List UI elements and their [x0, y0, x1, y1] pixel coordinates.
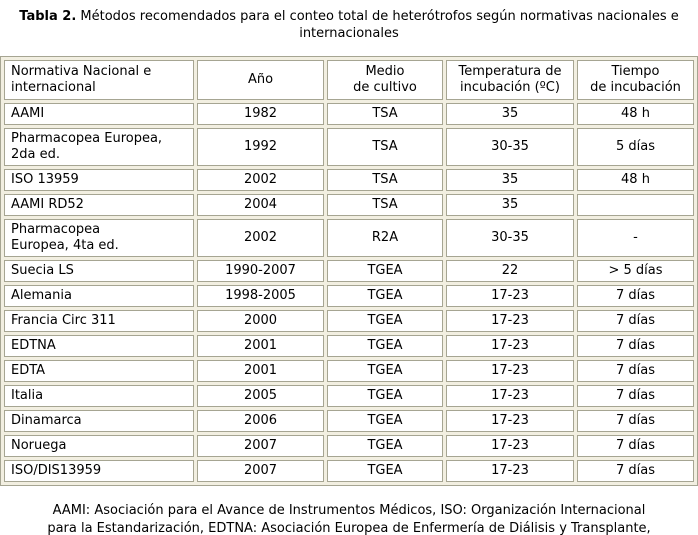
column-header-tiempo: Tiempo de incubación — [577, 60, 694, 100]
table-cell: 7 días — [577, 310, 694, 332]
table-cell: Pharmacopea Europea, 4ta ed. — [4, 219, 194, 257]
table-cell: 22 — [446, 260, 574, 282]
table-cell: 2001 — [197, 335, 324, 357]
table-cell: 17-23 — [446, 285, 574, 307]
table-cell: 2001 — [197, 360, 324, 382]
table-row: AAMI 1982 TSA 35 48 h — [4, 103, 694, 125]
table-cell: 30-35 — [446, 128, 574, 166]
table-cell: 7 días — [577, 460, 694, 482]
table-cell: 35 — [446, 103, 574, 125]
table-cell: TSA — [327, 194, 443, 216]
table-cell: 17-23 — [446, 310, 574, 332]
table-row: AAMI RD52 2004 TSA 35 — [4, 194, 694, 216]
table-cell: 2007 — [197, 435, 324, 457]
table-cell: Suecia LS — [4, 260, 194, 282]
table-cell — [577, 194, 694, 216]
table-cell: Pharmacopea Europea, 2da ed. — [4, 128, 194, 166]
table-cell: 5 días — [577, 128, 694, 166]
header-row: Normativa Nacional e internacional Año M… — [4, 60, 694, 100]
table-cell: R2A — [327, 219, 443, 257]
table-cell: 7 días — [577, 385, 694, 407]
table-row: Italia 2005 TGEA 17-23 7 días — [4, 385, 694, 407]
table-cell: 48 h — [577, 103, 694, 125]
table-cell: 2004 — [197, 194, 324, 216]
table-cell: 1998-2005 — [197, 285, 324, 307]
table-cell: - — [577, 219, 694, 257]
methods-table: Normativa Nacional e internacional Año M… — [0, 56, 698, 486]
table-caption-text: Métodos recomendados para el conteo tota… — [76, 9, 679, 41]
table-row: ISO/DIS13959 2007 TGEA 17-23 7 días — [4, 460, 694, 482]
table-row: ISO 13959 2002 TSA 35 48 h — [4, 169, 694, 191]
table-cell: > 5 días — [577, 260, 694, 282]
table-row: Suecia LS 1990-2007 TGEA 22 > 5 días — [4, 260, 694, 282]
table-cell: ISO/DIS13959 — [4, 460, 194, 482]
table-cell: 35 — [446, 169, 574, 191]
table-cell: 7 días — [577, 335, 694, 357]
table-cell: 1990-2007 — [197, 260, 324, 282]
table-row: Alemania 1998-2005 TGEA 17-23 7 días — [4, 285, 694, 307]
table-cell: 2005 — [197, 385, 324, 407]
table-body: AAMI 1982 TSA 35 48 h Pharmacopea Europea, 2d… — [4, 103, 694, 482]
table-cell: TGEA — [327, 310, 443, 332]
table-cell: 2000 — [197, 310, 324, 332]
table-caption: Tabla 2. Métodos recomendados para el co… — [10, 8, 688, 42]
table-cell: 1982 — [197, 103, 324, 125]
abbreviations-note: AAMI: Asociación para el Avance de Instr… — [47, 503, 651, 535]
table-cell: 7 días — [577, 360, 694, 382]
table-cell: AAMI — [4, 103, 194, 125]
table-row: Pharmacopea Europea, 4ta ed. 2002 R2A 30-35… — [4, 219, 694, 257]
table-cell: TSA — [327, 103, 443, 125]
table-cell: 7 días — [577, 435, 694, 457]
table-cell: TSA — [327, 128, 443, 166]
table-cell: EDTNA — [4, 335, 194, 357]
column-header-temperatura: Temperatura de incubación (ºC) — [446, 60, 574, 100]
table-cell: 2002 — [197, 169, 324, 191]
table-cell: Francia Circ 311 — [4, 310, 194, 332]
table-cell: Dinamarca — [4, 410, 194, 432]
table-cell: 17-23 — [446, 385, 574, 407]
table-cell: 7 días — [577, 285, 694, 307]
table-cell: 17-23 — [446, 410, 574, 432]
table-cell: TGEA — [327, 435, 443, 457]
table-cell: 1992 — [197, 128, 324, 166]
table-cell: 30-35 — [446, 219, 574, 257]
table-cell: TSA — [327, 169, 443, 191]
table-cell: 17-23 — [446, 460, 574, 482]
table-cell: TGEA — [327, 360, 443, 382]
table-row: Francia Circ 311 2000 TGEA 17-23 7 días — [4, 310, 694, 332]
column-header-normativa: Normativa Nacional e internacional — [4, 60, 194, 100]
table-cell: 17-23 — [446, 335, 574, 357]
table-cell: TGEA — [327, 260, 443, 282]
column-header-medio: Medio de cultivo — [327, 60, 443, 100]
table-caption-label: Tabla 2. — [19, 9, 77, 24]
table-row: Dinamarca 2006 TGEA 17-23 7 días — [4, 410, 694, 432]
table-row: Pharmacopea Europea, 2da ed. 1992 TSA 30-35… — [4, 128, 694, 166]
column-header-ano: Año — [197, 60, 324, 100]
table-cell: 17-23 — [446, 360, 574, 382]
table-cell: TGEA — [327, 285, 443, 307]
table-cell: TGEA — [327, 335, 443, 357]
table-cell: 35 — [446, 194, 574, 216]
table-cell: Alemania — [4, 285, 194, 307]
table-cell: 2006 — [197, 410, 324, 432]
table-cell: AAMI RD52 — [4, 194, 194, 216]
table-cell: TGEA — [327, 385, 443, 407]
table-row: EDTA 2001 TGEA 17-23 7 días — [4, 360, 694, 382]
table-row: Noruega 2007 TGEA 17-23 7 días — [4, 435, 694, 457]
table-cell: 2007 — [197, 460, 324, 482]
table-cell: ISO 13959 — [4, 169, 194, 191]
table-cell: 17-23 — [446, 435, 574, 457]
table-cell: EDTA — [4, 360, 194, 382]
table-cell: TGEA — [327, 410, 443, 432]
table-cell: 2002 — [197, 219, 324, 257]
table-cell: TGEA — [327, 460, 443, 482]
table-row: EDTNA 2001 TGEA 17-23 7 días — [4, 335, 694, 357]
table-cell: Noruega — [4, 435, 194, 457]
table-cell: Italia — [4, 385, 194, 407]
table-cell: 48 h — [577, 169, 694, 191]
table-cell: 7 días — [577, 410, 694, 432]
